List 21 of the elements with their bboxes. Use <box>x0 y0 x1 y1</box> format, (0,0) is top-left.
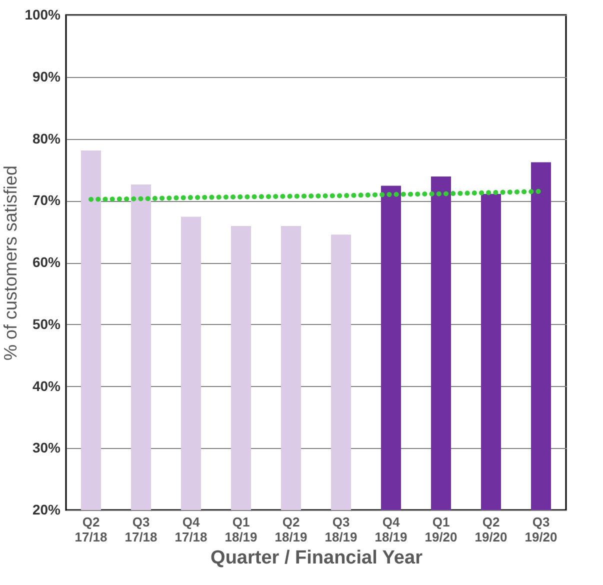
x-tick-label: Q3 18/19 <box>324 514 358 544</box>
x-tick-label: Q3 17/18 <box>124 514 158 544</box>
x-axis-title: Quarter / Financial Year <box>210 548 424 568</box>
x-tick-label: Q2 19/20 <box>474 514 508 544</box>
x-tick-label: Q3 19/20 <box>524 514 558 544</box>
y-tick-label: 30% <box>32 440 62 456</box>
y-axis-title: % of customers satisfied <box>0 165 21 361</box>
y-tick-label: 80% <box>32 130 62 146</box>
y-tick-label: 100% <box>24 6 62 22</box>
y-tick-label: 70% <box>32 192 62 208</box>
x-tick-label: Q2 18/19 <box>274 514 308 544</box>
x-tick-label: Q2 17/18 <box>74 514 108 544</box>
x-tick-label: Q1 18/19 <box>224 514 258 544</box>
y-tick-label: 50% <box>32 316 62 332</box>
x-tick-label: Q4 17/18 <box>174 514 208 544</box>
y-tick-label: 40% <box>32 378 62 394</box>
y-tick-label: 90% <box>32 68 62 84</box>
y-tick-label: 20% <box>32 502 62 518</box>
y-tick-label: 60% <box>32 254 62 270</box>
x-tick-label: Q1 19/20 <box>424 514 458 544</box>
x-tick-label: Q4 18/19 <box>374 514 408 544</box>
